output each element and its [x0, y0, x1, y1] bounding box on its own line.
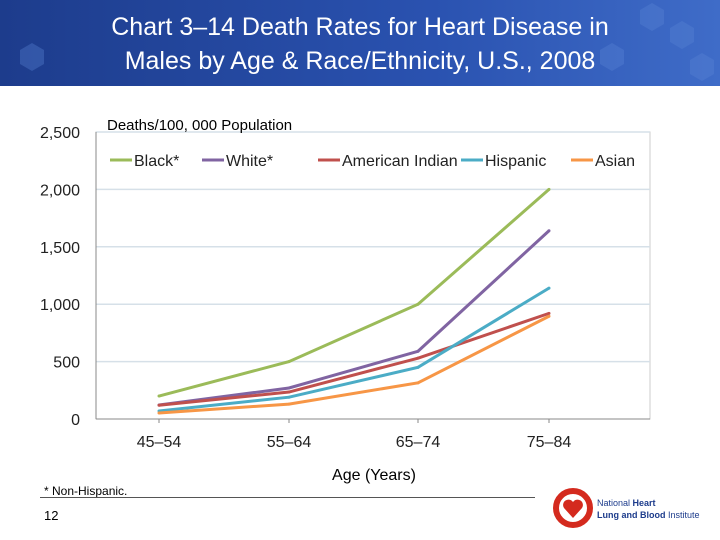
series-line: [158, 188, 550, 398]
data-point: [416, 365, 420, 369]
page-number: 12: [44, 508, 59, 523]
x-tick-label: 55–64: [267, 434, 312, 451]
legend-label: Asian: [595, 153, 635, 170]
data-point: [547, 286, 551, 290]
data-point: [416, 381, 420, 385]
legend-label: American Indian: [342, 153, 458, 170]
svg-text:National Heart: National Heart: [597, 498, 656, 508]
y-tick-label: 2,500: [40, 125, 80, 142]
data-point: [416, 356, 420, 360]
x-tick-label: 65–74: [396, 434, 441, 451]
svg-text:Lung and Blood Institute: Lung and Blood Institute: [597, 510, 700, 520]
footnote: * Non-Hispanic.: [44, 484, 128, 498]
data-point: [547, 229, 551, 233]
data-point: [157, 403, 161, 407]
data-point: [547, 187, 551, 191]
data-point: [416, 349, 420, 353]
y-tick-label: 1,000: [40, 297, 80, 314]
y-tick-label: 0: [71, 412, 80, 429]
x-tick-label: 45–54: [137, 434, 182, 451]
footer-divider: [40, 497, 535, 498]
y-tick-label: 500: [53, 355, 80, 372]
plot-area: [95, 131, 651, 420]
nhlbi-logo: National Heart Lung and Blood Institute: [553, 488, 700, 528]
series-line: [158, 229, 551, 407]
title-banner: Chart 3–14 Death Rates for Heart Disease…: [0, 0, 720, 86]
data-point: [287, 360, 291, 364]
data-point: [287, 395, 291, 399]
data-point: [157, 411, 161, 415]
data-point: [287, 386, 291, 390]
y-axis-label: Deaths/100, 000 Population: [107, 117, 292, 134]
chart-title: Chart 3–14 Death Rates for Heart Disease…: [0, 10, 720, 78]
data-point: [547, 311, 551, 315]
data-point: [416, 302, 420, 306]
data-point: [287, 402, 291, 406]
title-line-2: Males by Age & Race/Ethnicity, U.S., 200…: [124, 47, 596, 75]
series-line: [158, 286, 550, 413]
series-line: [158, 314, 550, 415]
x-tick-label: 75–84: [527, 434, 572, 451]
series-line: [158, 311, 550, 407]
data-point: [547, 314, 551, 318]
x-axis-label: Age (Years): [332, 467, 416, 484]
y-tick-label: 2,000: [40, 182, 80, 199]
legend-label: Hispanic: [485, 153, 546, 170]
legend-label: White*: [226, 153, 273, 170]
y-tick-label: 1,500: [40, 240, 80, 257]
hexagon-pattern-decoration: [20, 3, 714, 81]
data-point: [287, 390, 291, 394]
title-line-1: Chart 3–14 Death Rates for Heart Disease…: [111, 13, 609, 41]
data-point: [157, 394, 161, 398]
legend-label: Black*: [134, 153, 179, 170]
